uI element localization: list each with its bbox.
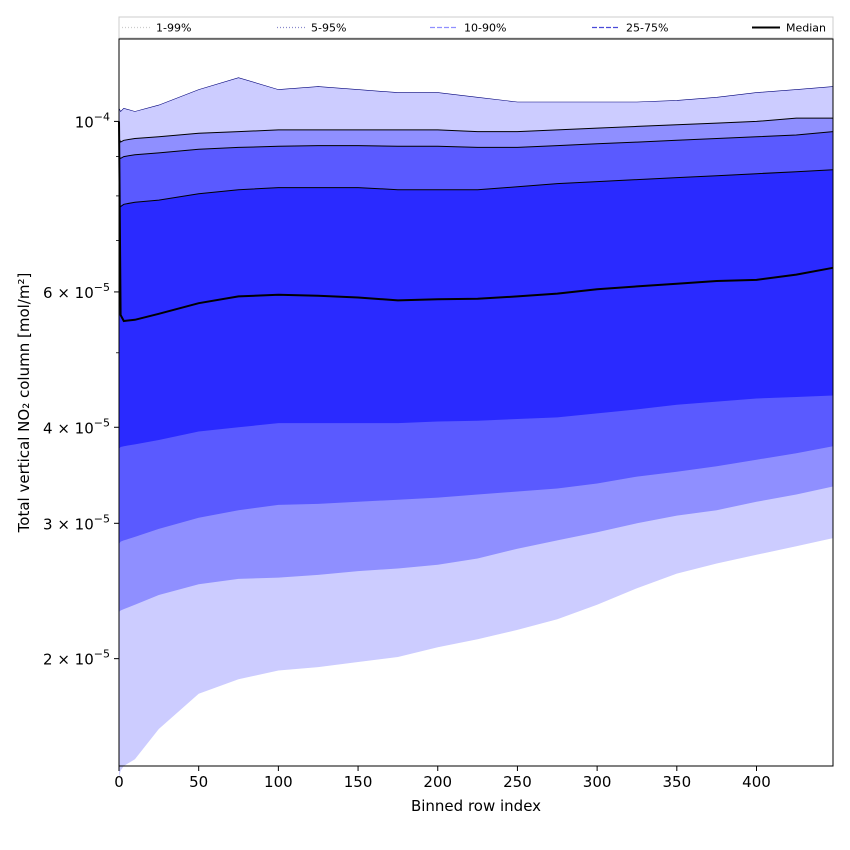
median-layer <box>118 121 834 323</box>
x-axis: 0 50 100 150 200 250 300 350 400 <box>114 766 771 791</box>
legend-box <box>118 16 834 39</box>
x-tick-label: 350 <box>662 773 691 791</box>
x-tick-label: 50 <box>189 773 208 791</box>
percentile-bands <box>118 77 834 778</box>
y-tick-label: 2 × 10−5 <box>43 648 110 669</box>
axes-frame <box>118 38 834 767</box>
legend-label: 25-75% <box>626 22 668 35</box>
x-tick-label: 250 <box>503 773 532 791</box>
legend: 1-99% 5-95% 10-90% 25-75% Median <box>118 16 834 39</box>
x-axis-label: Binned row index <box>411 797 541 815</box>
x-tick-label: 200 <box>423 773 452 791</box>
band-5-95-upper-edge <box>118 117 833 143</box>
y-tick-label: 3 × 10−5 <box>43 512 110 533</box>
band-25-75-upper-edge <box>118 169 834 208</box>
x-tick-label: 150 <box>344 773 373 791</box>
legend-label: 10-90% <box>464 22 506 35</box>
median-line <box>118 121 834 323</box>
band-10-90-upper-edge <box>118 131 834 160</box>
legend-label: Median <box>786 22 826 35</box>
y-tick-label: 10−4 <box>75 110 110 131</box>
legend-label: 1-99% <box>156 22 191 35</box>
plot-area <box>118 77 834 778</box>
band-25-75-area <box>119 169 833 449</box>
legend-label: 5-95% <box>311 22 346 35</box>
x-tick-label: 0 <box>114 773 124 791</box>
x-tick-label: 400 <box>742 773 771 791</box>
y-tick-label: 6 × 10−5 <box>43 281 110 302</box>
y-tick-label: 4 × 10−5 <box>43 416 110 437</box>
y-axis: 2 × 10−5 3 × 10−5 4 × 10−5 6 × 10−5 10−4 <box>43 110 119 669</box>
x-tick-label: 100 <box>264 773 293 791</box>
y-axis-label: Total vertical NO₂ column [mol/m²] <box>15 273 33 534</box>
band-1-99-upper-edge <box>118 77 834 113</box>
x-tick-label: 300 <box>583 773 612 791</box>
